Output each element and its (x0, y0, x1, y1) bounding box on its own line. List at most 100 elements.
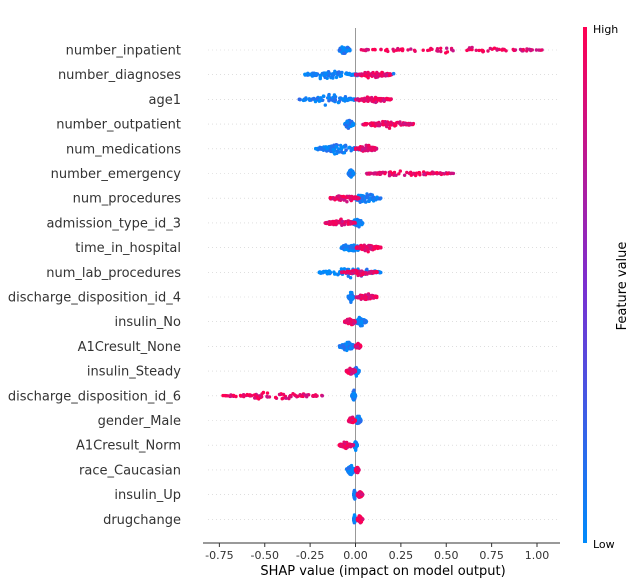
shap-point (356, 272, 360, 276)
feature-label-number_outpatient: number_outpatient (56, 118, 181, 133)
shap-point (370, 193, 374, 197)
shap-point (363, 319, 367, 324)
shap-point (356, 494, 360, 498)
shap-point (371, 197, 376, 201)
points-insulin_No (342, 315, 368, 328)
shap-point (302, 98, 306, 102)
shap-point (340, 150, 344, 154)
points-num_lab_procedures (317, 267, 383, 280)
shap-point (329, 144, 334, 148)
shap-point (344, 220, 348, 224)
shap-point (449, 171, 453, 176)
feature-label-discharge_disposition_id_6: discharge_disposition_id_6 (8, 389, 181, 404)
x-axis-title: SHAP value (impact on model output) (260, 564, 505, 579)
shap-point (350, 394, 354, 398)
shap-point (349, 469, 353, 473)
colorbar-low-label: Low (593, 538, 615, 551)
shap-point (347, 98, 351, 102)
shap-point (409, 47, 413, 51)
shap-point (280, 397, 284, 401)
shap-point (334, 144, 338, 149)
shap-point (366, 70, 370, 75)
shap-point (400, 47, 405, 51)
shap-point (348, 72, 352, 76)
shap-point (352, 388, 356, 392)
shap-point (367, 199, 371, 203)
shap-point (348, 171, 352, 175)
shap-point (342, 198, 346, 202)
shap-point (358, 491, 362, 495)
shap-point (303, 72, 308, 77)
shap-point (364, 271, 368, 275)
shap-point (534, 48, 539, 52)
points-insulin_Steady (344, 365, 361, 378)
shap-point (377, 246, 382, 250)
shap-point (347, 195, 352, 200)
shap-point (320, 394, 324, 398)
shap-point (350, 368, 354, 372)
shap-point (380, 70, 384, 75)
shap-point (426, 171, 430, 175)
feature-label-discharge_disposition_id_4: discharge_disposition_id_4 (8, 291, 181, 306)
feature-labels: number_inpatient number_diagnoses age1 numb… (8, 44, 181, 528)
shap-point (451, 171, 456, 176)
shap-point (355, 416, 359, 420)
shap-point (312, 96, 316, 101)
shap-point (342, 151, 347, 155)
x-tick-label: -0.25 (296, 549, 324, 562)
shap-point (342, 51, 346, 55)
shap-points (221, 45, 544, 525)
shap-point (391, 47, 395, 51)
shap-point (518, 47, 523, 52)
shap-point (379, 47, 383, 52)
shap-point (474, 48, 478, 52)
shap-point (357, 146, 362, 150)
shap-point (397, 172, 401, 176)
shap-point (381, 170, 385, 174)
feature-label-A1Cresult_None: A1Cresult_None (78, 340, 181, 355)
shap-point (358, 516, 363, 520)
shap-point (318, 147, 322, 151)
shap-point (318, 270, 322, 274)
shap-point (339, 443, 343, 448)
shap-point (360, 72, 365, 77)
shap-point (348, 276, 353, 280)
shap-point (391, 71, 396, 76)
feature-label-time_in_hospital: time_in_hospital (75, 241, 181, 256)
shap-point (345, 467, 350, 471)
shap-point (371, 73, 375, 78)
shap-point (402, 121, 407, 126)
shap-point (358, 420, 362, 424)
shap-point (351, 122, 355, 126)
shap-point (288, 394, 292, 399)
shap-point (488, 46, 492, 51)
shap-point (445, 46, 449, 50)
shap-point (385, 73, 389, 77)
shap-point (354, 443, 358, 447)
shap-point (242, 394, 246, 398)
shap-point (451, 49, 455, 53)
feature-label-admission_type_id_3: admission_type_id_3 (46, 216, 181, 231)
shap-point (375, 270, 379, 274)
shap-point (525, 47, 529, 51)
shap-point (360, 145, 365, 149)
shap-point (335, 151, 339, 156)
x-tick-label: 0.00 (343, 549, 368, 562)
shap-point (364, 99, 368, 103)
colorbar (583, 27, 587, 543)
shap-point (480, 48, 485, 53)
shap-point (378, 270, 383, 275)
shap-point (344, 148, 348, 152)
points-insulin_Up (352, 488, 365, 501)
shap-point (388, 170, 393, 174)
shap-point (422, 172, 426, 177)
points-drugchange (352, 513, 365, 525)
shap-point (409, 170, 413, 174)
shap-point (351, 220, 356, 224)
shap-point (373, 95, 378, 100)
shap-point (319, 96, 323, 100)
colorbar-high-label: High (593, 23, 618, 36)
shap-point (344, 72, 348, 76)
shap-point (308, 98, 312, 103)
points-A1Cresult_Norm (337, 440, 359, 452)
